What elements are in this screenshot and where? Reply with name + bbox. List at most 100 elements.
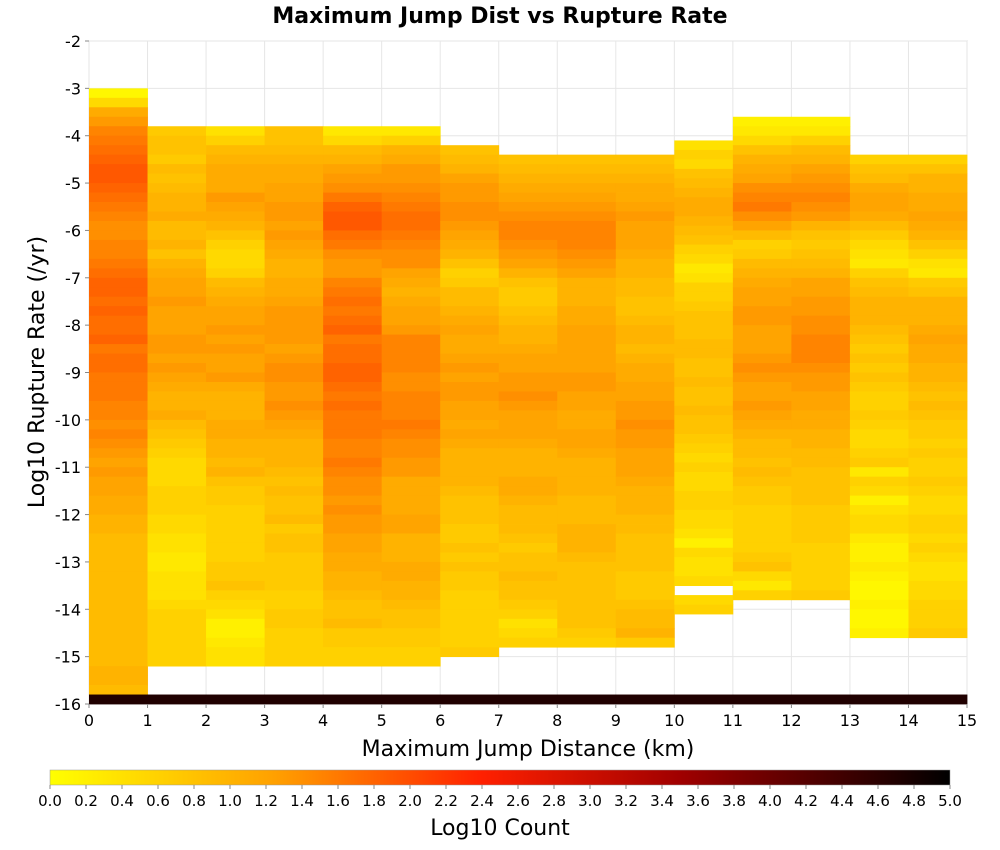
heatmap-cell [674, 396, 734, 407]
heatmap-cell [674, 595, 734, 605]
heatmap-cell [440, 637, 500, 648]
heatmap-cell [732, 334, 792, 345]
x-tick-label: 13 [840, 711, 860, 730]
heatmap-cell [557, 353, 617, 364]
heatmap-cell [381, 429, 441, 440]
heatmap-cell [732, 344, 792, 354]
heatmap-cell [849, 381, 909, 392]
heatmap-cell [89, 249, 148, 260]
heatmap-cell [264, 599, 324, 610]
heatmap-cell [674, 187, 734, 198]
heatmap-cell [206, 239, 265, 250]
heatmap-cell [674, 490, 734, 501]
heatmap-cell [849, 505, 909, 515]
heatmap-cell [615, 363, 675, 373]
heatmap-cell [557, 429, 617, 440]
heatmap-cell [264, 400, 324, 411]
heatmap-cell [498, 173, 558, 184]
heatmap-cell [557, 258, 617, 269]
heatmap-cell [908, 438, 968, 449]
heatmap-cell [498, 609, 558, 620]
x-axis-ticks: 0 1 2 3 4 5 6 7 8 9 10 11 12 13 14 15 [84, 704, 977, 730]
heatmap-cell [908, 249, 968, 260]
heatmap-cell [498, 249, 558, 260]
heatmap-cell [849, 353, 909, 364]
heatmap-cell [791, 268, 851, 279]
colorbar-tick-label: 2.6 [506, 792, 530, 810]
heatmap-cell [381, 486, 441, 497]
heatmap-cell [908, 514, 968, 525]
heatmap-cell [908, 524, 968, 534]
heatmap-cell [674, 557, 734, 568]
heatmap-cell [147, 495, 207, 506]
heatmap-cell [615, 315, 675, 326]
heatmap-cell [206, 183, 265, 193]
heatmap-cell [323, 287, 383, 298]
colorbar-tick-label: 2.4 [470, 792, 494, 810]
heatmap-cell [89, 363, 148, 373]
heatmap-cell [440, 571, 500, 582]
heatmap-cell [791, 363, 851, 373]
heatmap-cell [498, 192, 558, 203]
heatmap-cell [264, 694, 324, 705]
heatmap-cell [908, 287, 968, 298]
heatmap-cell [498, 344, 558, 354]
colorbar-tick-label: 3.8 [722, 792, 746, 810]
heatmap-cell [89, 220, 148, 231]
heatmap-cell [849, 410, 909, 421]
heatmap-cell [206, 306, 265, 317]
heatmap-cell [557, 514, 617, 525]
heatmap-cell [89, 580, 148, 591]
heatmap-cell [440, 438, 500, 449]
heatmap-cell [264, 202, 324, 212]
heatmap-cell [908, 505, 968, 515]
heatmap-cell [791, 505, 851, 515]
heatmap-cell [849, 249, 909, 260]
colorbar-tick-label: 4.8 [902, 792, 926, 810]
heatmap-cell [791, 258, 851, 269]
heatmap-cell [557, 344, 617, 354]
heatmap-cell [381, 448, 441, 459]
heatmap-cell [908, 230, 968, 241]
heatmap-cell [557, 580, 617, 591]
heatmap-cell [615, 410, 675, 421]
heatmap-cell [732, 419, 792, 430]
heatmap-cell [440, 400, 500, 411]
heatmap-cell [147, 126, 207, 137]
heatmap-cell [264, 344, 324, 354]
heatmap-cell [791, 476, 851, 487]
heatmap-cell [908, 533, 968, 544]
y-axis-label: Log10 Rupture Rate (/yr) [25, 236, 50, 508]
heatmap-cell [674, 443, 734, 454]
heatmap-cell [89, 486, 148, 497]
heatmap-cell [147, 230, 207, 241]
heatmap-cell [264, 145, 324, 156]
heatmap-cell [147, 618, 207, 629]
heatmap-cell [381, 239, 441, 250]
heatmap-cell [323, 164, 383, 174]
heatmap-cell [440, 542, 500, 553]
heatmap-cell [732, 694, 792, 705]
heatmap-cell [147, 192, 207, 203]
heatmap-cell [206, 381, 265, 392]
heatmap-cell [732, 495, 792, 506]
heatmap-cell [615, 211, 675, 222]
heatmap-cell [908, 173, 968, 184]
heatmap-cell [440, 334, 500, 345]
x-tick-label: 7 [494, 711, 504, 730]
heatmap-cell [381, 656, 441, 667]
heatmap-cell [206, 438, 265, 449]
heatmap-cell [147, 561, 207, 572]
heatmap-cell [498, 533, 558, 544]
heatmap-cell [908, 552, 968, 563]
heatmap-cell [908, 239, 968, 250]
heatmap-cell [89, 647, 148, 658]
heatmap-cell [264, 618, 324, 629]
heatmap-cell [557, 192, 617, 203]
heatmap-cell [849, 495, 909, 506]
heatmap-cell [498, 268, 558, 279]
heatmap-cell [615, 353, 675, 364]
heatmap-cell [791, 315, 851, 326]
heatmap-cell [498, 476, 558, 487]
heatmap-cell [264, 580, 324, 591]
